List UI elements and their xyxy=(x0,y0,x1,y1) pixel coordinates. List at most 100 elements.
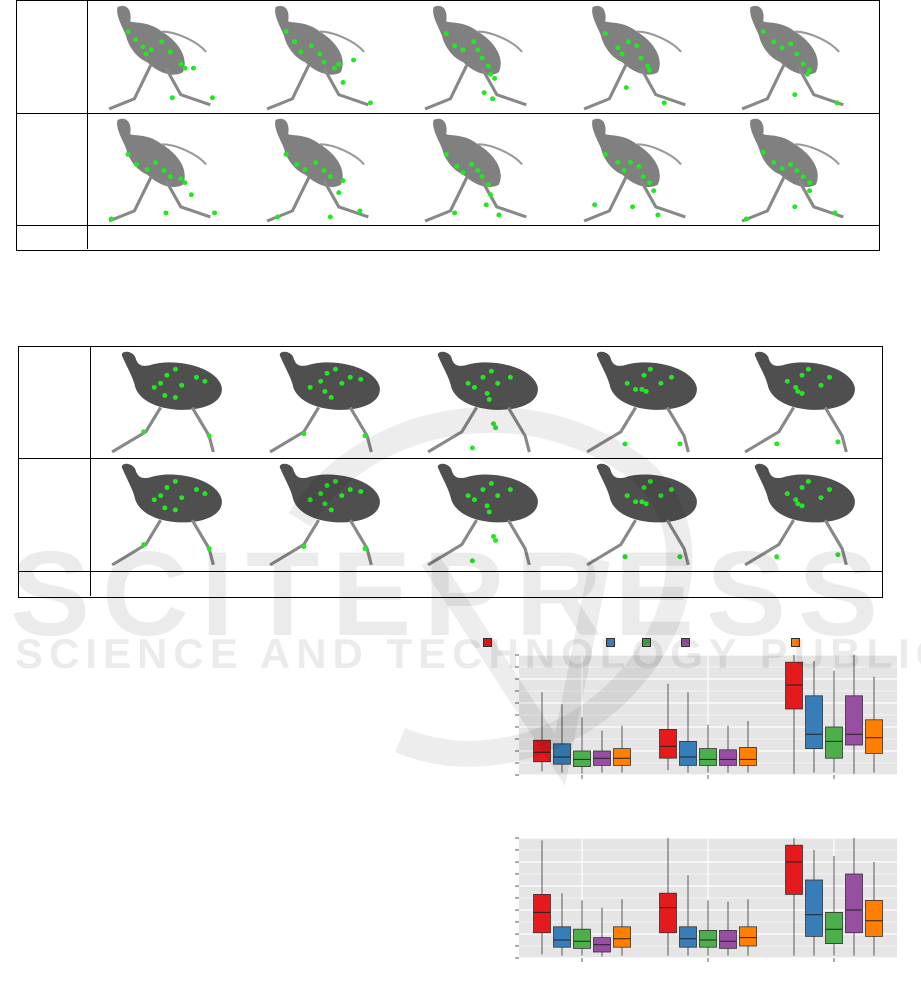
keypoint-marker xyxy=(488,71,494,77)
keypoint-marker xyxy=(495,493,501,499)
figure-row xyxy=(19,459,882,572)
keypoint-marker xyxy=(301,544,307,550)
keypoint-marker xyxy=(188,192,194,198)
bird-silhouette xyxy=(583,118,686,223)
keypoint-marker xyxy=(485,390,491,396)
box-mark xyxy=(613,725,631,773)
keypoint-marker xyxy=(489,480,495,486)
frame-strip xyxy=(88,114,879,225)
xray-image xyxy=(585,463,697,567)
box-body xyxy=(865,900,883,937)
xray-frame xyxy=(566,347,724,458)
keypoint-marker xyxy=(792,497,799,503)
bird-legs xyxy=(427,406,532,454)
xray-image xyxy=(583,118,686,223)
xray-frame xyxy=(246,1,404,113)
keypoint-marker xyxy=(159,39,165,45)
keypoint-marker xyxy=(444,151,450,157)
box-body xyxy=(825,726,843,759)
keypoint-marker xyxy=(151,497,157,503)
keypoint-marker xyxy=(172,366,178,372)
box-body xyxy=(785,844,803,895)
bird-wing xyxy=(319,30,366,53)
keypoint-figure-bottom xyxy=(18,346,883,598)
figure-row xyxy=(19,572,882,596)
keypoint-marker xyxy=(452,43,458,49)
keypoint-marker xyxy=(835,439,841,445)
keypoint-marker xyxy=(454,164,460,169)
box-mark xyxy=(613,899,631,956)
keypoint-marker xyxy=(152,160,159,165)
boxplot-svg xyxy=(515,654,897,779)
frame-strip xyxy=(91,459,882,571)
keypoint-marker xyxy=(336,190,342,196)
legend-swatch xyxy=(681,638,690,647)
keypoint-marker xyxy=(206,546,212,552)
box-mark xyxy=(845,838,863,956)
keypoint-marker xyxy=(661,100,667,106)
bird-body xyxy=(596,351,697,410)
keypoint-marker xyxy=(125,151,131,157)
bird-legs xyxy=(108,175,211,223)
keypoint-marker xyxy=(158,380,164,386)
keypoint-marker xyxy=(805,366,811,372)
keypoint-marker xyxy=(125,29,131,34)
keypoint-marker xyxy=(493,425,499,431)
frame-strip xyxy=(88,1,879,113)
box-mark xyxy=(699,724,717,773)
keypoint-marker xyxy=(629,204,635,210)
xray-frame xyxy=(724,459,882,571)
keypoint-marker xyxy=(491,421,497,427)
box-mark xyxy=(785,838,803,956)
keypoint-marker xyxy=(472,384,478,390)
xray-frame xyxy=(724,347,882,458)
boxplot-chart-top xyxy=(505,651,901,791)
xray-frame xyxy=(88,114,246,225)
keypoint-marker xyxy=(495,380,501,386)
bird-body xyxy=(438,463,539,523)
keypoint-marker xyxy=(818,495,824,501)
keypoint-marker xyxy=(795,501,801,507)
chart-legend xyxy=(480,636,900,648)
keypoint-marker xyxy=(302,167,308,172)
keypoint-marker xyxy=(489,368,495,374)
keypoint-marker xyxy=(362,546,368,552)
box-body xyxy=(679,926,697,948)
box-mark xyxy=(865,862,883,956)
keypoint-marker xyxy=(313,160,319,165)
keypoint-marker xyxy=(835,552,841,558)
box-body xyxy=(699,748,717,766)
xray-frame xyxy=(404,1,562,113)
keypoint-marker xyxy=(179,495,185,501)
keypoint-marker xyxy=(294,162,300,167)
keypoint-marker xyxy=(508,374,514,380)
keypoint-marker xyxy=(328,214,334,220)
keypoint-marker xyxy=(368,100,374,106)
keypoint-marker xyxy=(472,497,478,503)
frame-strip xyxy=(91,347,882,458)
keypoint-marker xyxy=(632,386,638,392)
box-body xyxy=(719,749,737,766)
bird-body xyxy=(754,351,855,410)
keypoint-marker xyxy=(622,441,628,447)
keypoint-marker xyxy=(212,210,218,216)
keypoint-marker xyxy=(340,80,346,85)
keypoint-marker xyxy=(806,188,812,194)
legend-swatch xyxy=(791,638,800,647)
bird-legs xyxy=(585,519,690,567)
box-body xyxy=(533,739,551,763)
row-label xyxy=(19,459,91,571)
box-mark xyxy=(805,850,823,956)
bird-silhouette xyxy=(741,5,844,111)
box-body xyxy=(739,926,757,947)
keypoint-marker xyxy=(475,47,481,53)
box-mark xyxy=(825,856,843,956)
keypoint-marker xyxy=(347,374,353,380)
keypoint-marker xyxy=(676,441,683,447)
keypoint-marker xyxy=(322,501,328,507)
keypoint-marker xyxy=(172,478,178,484)
box-body xyxy=(805,695,823,749)
keypoint-marker xyxy=(132,37,138,43)
keypoint-marker xyxy=(283,29,289,34)
bird-silhouette xyxy=(108,5,211,111)
